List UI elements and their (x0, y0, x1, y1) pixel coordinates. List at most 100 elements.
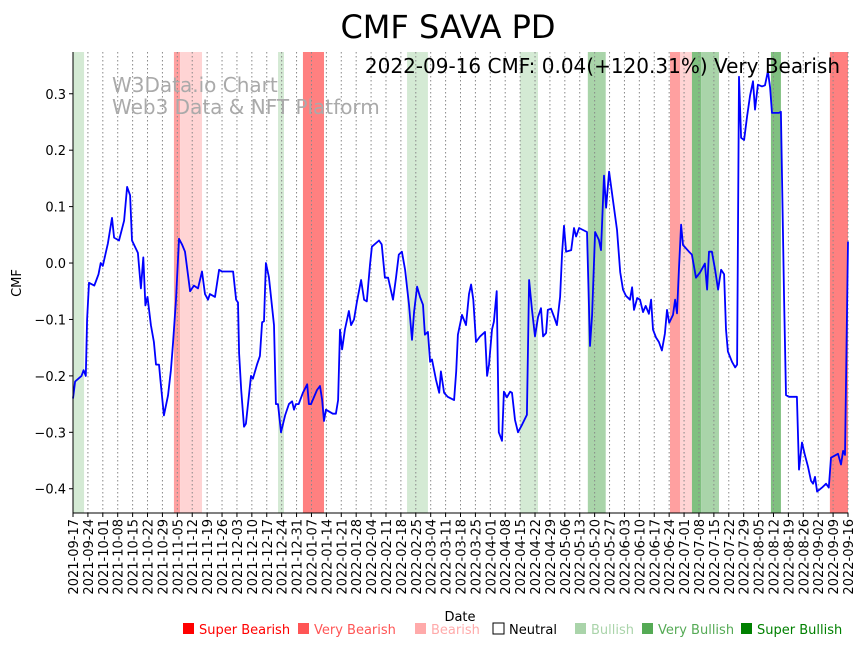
x-tick-label: 2022-01-28 (350, 519, 365, 595)
legend-swatch (575, 623, 586, 634)
x-tick-label: 2021-11-12 (186, 519, 201, 595)
signal-bands (73, 52, 848, 513)
x-tick-label: 2022-02-04 (365, 519, 380, 595)
x-tick-label: 2022-07-08 (693, 519, 708, 595)
legend-label: Very Bearish (314, 623, 396, 638)
latest-value-annotation: 2022-09-16 CMF: 0.04(+120.31%) Very Bear… (365, 54, 840, 78)
band-very-bullish (701, 52, 719, 513)
x-tick-label: 2022-03-04 (425, 519, 440, 595)
x-tick-label: 2022-07-29 (738, 519, 753, 595)
y-axis-label: CMF (10, 269, 25, 297)
legend-item-neutral: Neutral (492, 622, 557, 638)
x-tick-label: 2021-12-10 (246, 519, 261, 595)
x-tick-label: 2022-06-17 (648, 519, 663, 595)
legend-swatch (492, 622, 505, 635)
band-bearish (670, 52, 681, 513)
x-tick-label: 2021-10-08 (112, 519, 127, 595)
x-tick-label: 2022-08-05 (753, 519, 768, 595)
x-tick-label: 2022-08-26 (797, 519, 812, 595)
x-tick-label: 2021-11-26 (216, 519, 231, 595)
x-tick-label: 2021-09-17 (67, 519, 82, 595)
band-bullish (73, 52, 85, 513)
x-tick-label: 2022-05-20 (589, 519, 604, 595)
y-tick-label: −0.1 (34, 313, 66, 328)
watermark-line-2: Web3 Data & NFT Platform (112, 95, 380, 119)
band-bearish (180, 52, 203, 513)
legend-label: Bearish (431, 623, 480, 638)
x-tick-label: 2022-09-16 (842, 519, 857, 595)
x-tick-label: 2022-06-03 (618, 519, 633, 595)
legend-label: Bullish (591, 623, 634, 638)
x-tick-label: 2022-02-18 (395, 519, 410, 595)
legend-swatch (642, 623, 653, 634)
cmf-line (72, 70, 849, 493)
x-tick-label: 2022-08-12 (767, 519, 782, 595)
legend-swatch (741, 623, 752, 634)
y-tick-label: 0.3 (45, 88, 66, 103)
x-tick-label: 2021-12-03 (231, 519, 246, 595)
legend-item-super-bearish: Super Bearish (183, 623, 290, 638)
legend-swatch (298, 623, 309, 634)
legend: Super Bearish Very Bearish Bearish Neutral B… (183, 622, 842, 638)
x-axis-label: Date (444, 610, 475, 625)
x-tick-label: 2022-06-10 (633, 519, 648, 595)
x-tick-label: 2022-06-24 (663, 519, 678, 595)
x-tick-label: 2022-01-07 (305, 519, 320, 595)
legend-label: Neutral (509, 623, 557, 638)
y-tick-label: −0.3 (34, 426, 66, 441)
series-layer (72, 70, 849, 493)
axes: 2021-09-17 2021-09-24 2021-10-01 2021-10-08… (34, 52, 857, 595)
watermark-line-1: W3Data.io Chart (112, 73, 278, 97)
legend-item-very-bearish: Very Bearish (298, 623, 396, 638)
y-tick-label: 0.1 (45, 201, 66, 216)
x-tick-label: 2022-01-21 (335, 519, 350, 595)
x-tick-label: 2022-05-06 (559, 519, 574, 595)
y-tick-label: 0.2 (45, 144, 66, 159)
x-tick-label: 2022-04-29 (544, 519, 559, 595)
x-tick-label: 2022-04-22 (529, 519, 544, 595)
band-bullish (407, 52, 428, 513)
x-tick-label: 2022-01-14 (320, 519, 335, 595)
legend-swatch (183, 623, 194, 634)
x-tick-label: 2022-07-01 (678, 519, 693, 595)
x-tick-label: 2022-07-15 (708, 519, 723, 595)
legend-label: Very Bullish (658, 623, 734, 638)
x-tick-label: 2022-05-13 (574, 519, 589, 595)
band-very-bearish (829, 52, 848, 513)
band-very-bullish (587, 52, 606, 513)
y-tick-label: −0.4 (34, 483, 66, 498)
x-tick-label: 2022-09-02 (812, 519, 827, 595)
x-tick-label: 2021-11-19 (201, 519, 216, 595)
legend-item-bearish: Bearish (415, 623, 480, 638)
x-tick-label: 2021-12-24 (276, 519, 291, 595)
y-tick-label: 0.0 (45, 257, 66, 272)
legend-label: Super Bullish (757, 623, 842, 638)
legend-label: Super Bearish (199, 623, 290, 638)
x-tick-label: 2022-03-11 (440, 519, 455, 595)
legend-item-very-bullish: Very Bullish (642, 623, 734, 638)
x-tick-label: 2021-10-29 (156, 519, 171, 595)
band-bullish (278, 52, 284, 513)
x-tick-label: 2022-08-19 (782, 519, 797, 595)
x-tick-label: 2021-12-17 (261, 519, 276, 595)
x-tick-label: 2022-05-27 (604, 519, 619, 595)
x-tick-label: 2022-02-11 (380, 519, 395, 595)
x-tick-label: 2022-03-18 (455, 519, 470, 595)
x-tick-label: 2021-10-15 (127, 519, 142, 595)
band-bearish (680, 52, 692, 513)
chart-title: CMF SAVA PD (340, 8, 555, 46)
gridlines (72, 52, 849, 513)
x-tick-label: 2022-03-25 (469, 519, 484, 595)
band-very-bearish (302, 52, 325, 513)
x-tick-label: 2022-07-22 (723, 519, 738, 595)
x-tick-label: 2021-09-24 (82, 519, 97, 595)
legend-item-super-bullish: Super Bullish (741, 623, 842, 638)
x-tick-label: 2021-10-01 (97, 519, 112, 595)
x-tick-label: 2022-09-09 (827, 519, 842, 595)
x-tick-label: 2022-02-25 (410, 519, 425, 595)
x-tick-label: 2021-10-22 (142, 519, 157, 595)
x-tick-label: 2022-04-15 (514, 519, 529, 595)
x-tick-label: 2022-04-01 (484, 519, 499, 595)
band-very-bullish (691, 52, 702, 513)
